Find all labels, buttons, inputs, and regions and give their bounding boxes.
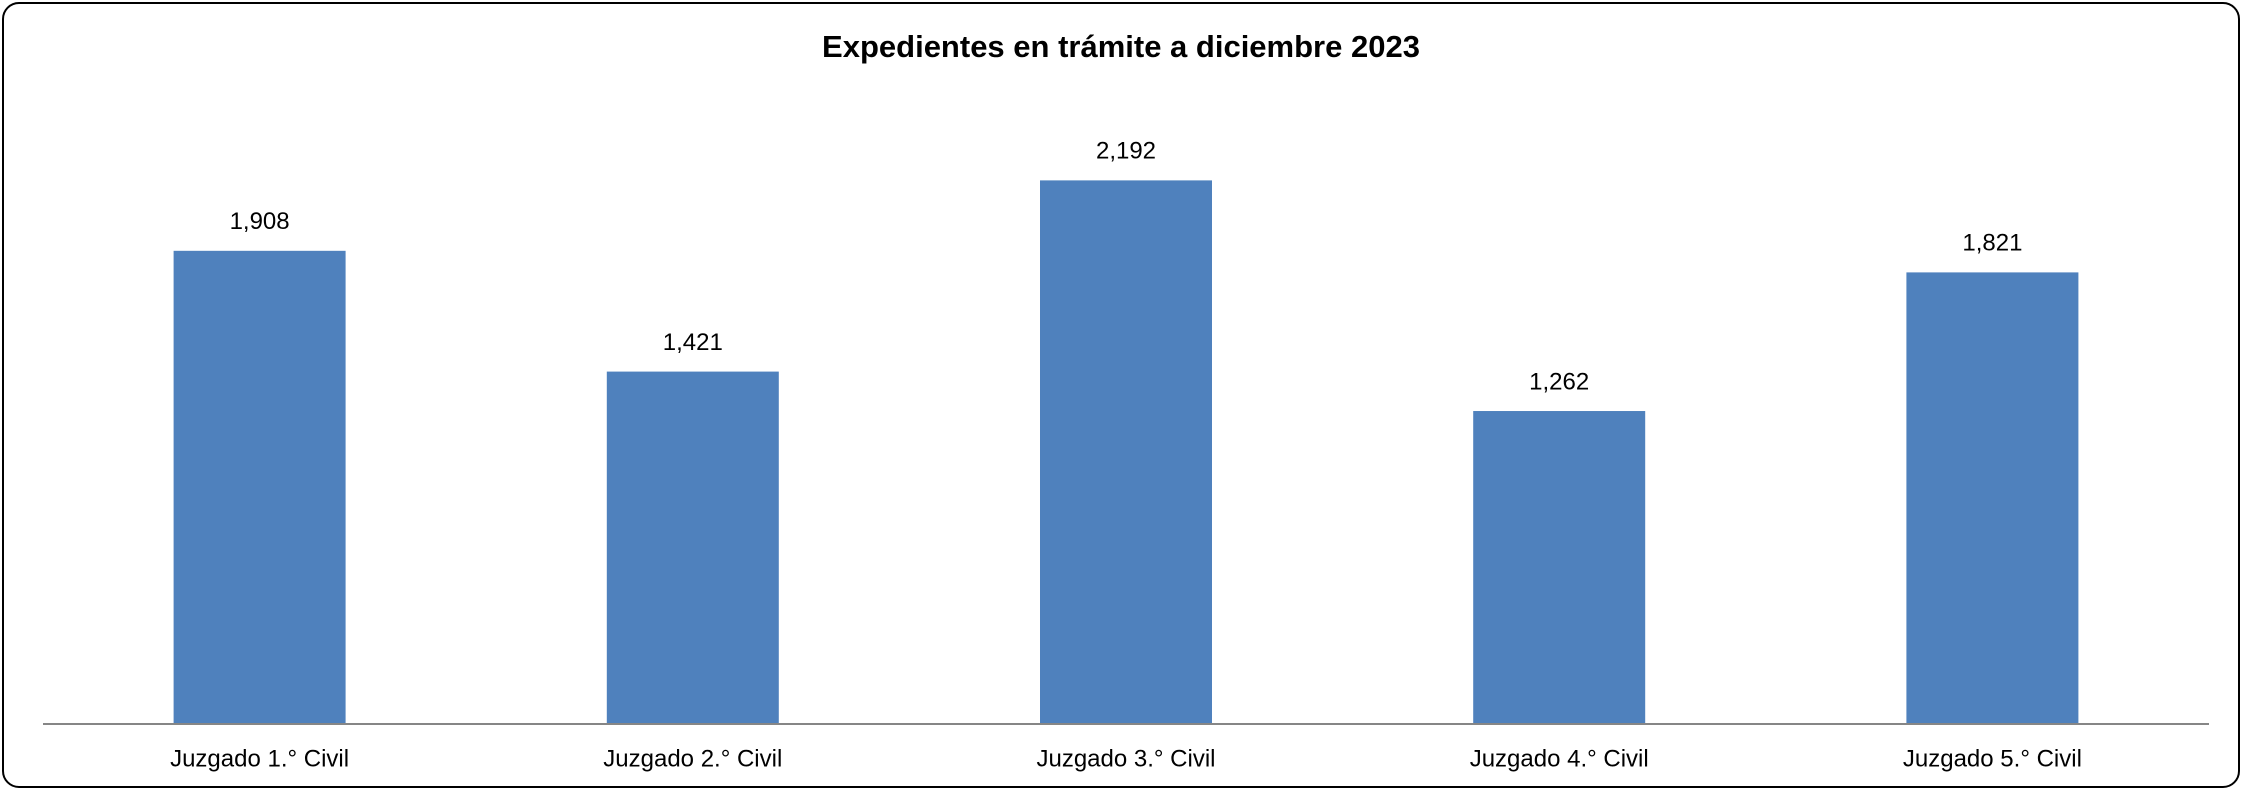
bar (606, 371, 779, 724)
x-tick-label: Juzgado 4.° Civil (1470, 745, 1649, 772)
data-label: 2,192 (1096, 138, 1156, 165)
bar (1906, 272, 2079, 724)
x-tick-label: Juzgado 3.° Civil (1036, 745, 1215, 772)
x-tick-label: Juzgado 1.° Civil (170, 745, 349, 772)
data-label: 1,908 (230, 208, 290, 235)
data-label: 1,821 (1962, 230, 2022, 257)
x-tick-label: Juzgado 5.° Civil (1903, 745, 2082, 772)
bar (173, 250, 346, 725)
x-tick-label: Juzgado 2.° Civil (603, 745, 782, 772)
bar (1040, 180, 1212, 724)
chart-title: Expedientes en trámite a diciembre 2023 (822, 29, 1420, 64)
data-label: 1,421 (663, 329, 723, 356)
bar (1473, 411, 1646, 724)
data-label: 1,262 (1529, 368, 1589, 395)
